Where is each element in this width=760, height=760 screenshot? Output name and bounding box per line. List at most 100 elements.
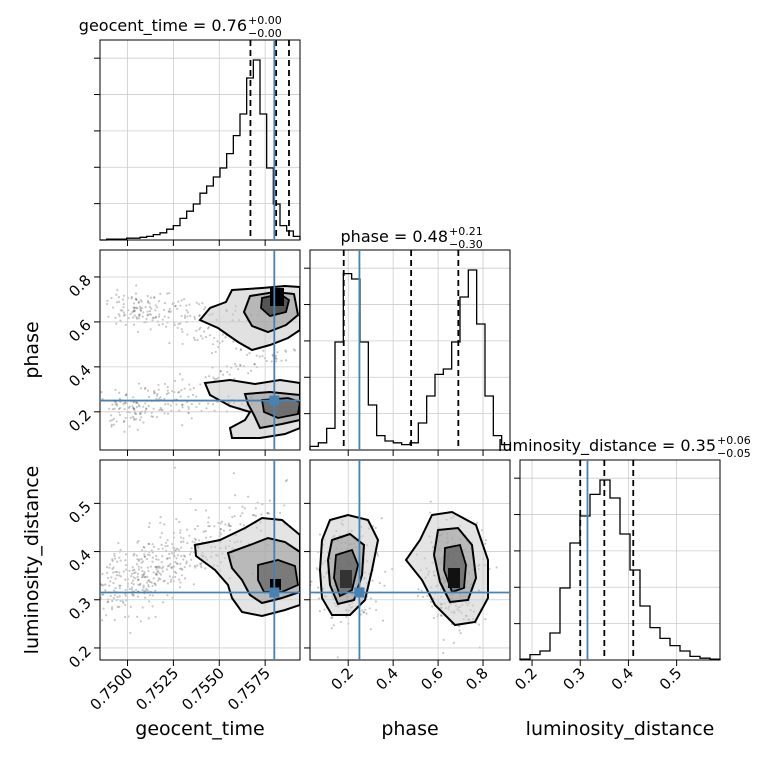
sample-point [213, 336, 216, 340]
sample-point [365, 612, 368, 615]
sample-point [147, 395, 151, 398]
sample-point [115, 420, 118, 423]
sample-point [163, 397, 166, 401]
sample-point [151, 319, 154, 322]
sample-point [168, 292, 171, 295]
sample-point [374, 600, 378, 603]
sample-point [174, 549, 177, 552]
sample-point [117, 605, 121, 608]
sample-point [167, 391, 170, 395]
sample-point [111, 403, 114, 406]
sample-point [262, 349, 265, 352]
sample-point [179, 540, 183, 544]
sample-point [166, 292, 169, 295]
sample-point [261, 355, 264, 358]
sample-point [148, 309, 152, 313]
sample-point [146, 313, 149, 316]
sample-point [115, 574, 119, 577]
sample-point [166, 538, 169, 542]
sample-point [100, 584, 103, 587]
sample-point [153, 582, 157, 585]
sample-point [125, 393, 128, 396]
sample-point [117, 313, 120, 316]
sample-point [245, 353, 249, 356]
sample-point [204, 306, 207, 309]
sample-point [442, 652, 445, 655]
sample-point [151, 560, 154, 563]
sample-point [157, 566, 160, 569]
sample-point [181, 330, 184, 333]
sample-point [122, 314, 126, 317]
sample-point [440, 614, 443, 617]
sample-point [200, 562, 203, 565]
sample-point [429, 500, 432, 503]
sample-point [156, 392, 159, 396]
sample-point [168, 564, 171, 567]
sample-point [132, 302, 135, 305]
sample-point [141, 549, 144, 552]
panel-frame [99, 39, 301, 241]
sample-point [227, 524, 230, 527]
sample-point [134, 577, 137, 580]
sample-point [178, 578, 181, 581]
sample-point [147, 525, 151, 529]
sample-point [166, 403, 170, 406]
sample-point [171, 390, 174, 393]
title-geocent-time-plus: +0.00 [248, 14, 282, 27]
sample-point [132, 310, 135, 313]
sample-point [136, 428, 139, 431]
sample-point [317, 597, 321, 600]
sample-point [147, 617, 150, 620]
sample-point [118, 571, 121, 574]
sample-point [130, 572, 133, 575]
sample-point [182, 298, 186, 301]
sample-point [136, 558, 139, 561]
sample-point [305, 597, 307, 599]
sample-point [124, 416, 127, 420]
sample-point [142, 584, 145, 587]
sample-point [144, 575, 147, 579]
sample-point [417, 588, 420, 591]
sample-point [157, 315, 161, 318]
sample-point [258, 355, 261, 358]
panel-frame [99, 249, 301, 451]
sample-point [191, 393, 195, 396]
sample-point [208, 375, 211, 378]
sample-point [112, 597, 115, 600]
sample-point [118, 595, 121, 598]
sample-point [372, 525, 375, 528]
sample-point [110, 296, 113, 300]
sample-point [164, 545, 167, 548]
sample-point [239, 514, 242, 518]
sample-point [113, 618, 116, 622]
sample-point [360, 609, 364, 612]
sample-point [180, 574, 184, 577]
sample-point [112, 306, 115, 309]
sample-point [117, 542, 120, 545]
sample-point [432, 616, 435, 619]
sample-point [142, 575, 145, 578]
sample-point [239, 348, 242, 352]
sample-point [134, 297, 137, 300]
x-tick-label: 0.8 [462, 664, 492, 694]
sample-point [133, 307, 136, 310]
sample-point [442, 638, 445, 642]
sample-point [157, 577, 160, 580]
sample-point [138, 313, 141, 316]
sample-point [168, 342, 171, 345]
sample-point [133, 306, 136, 309]
sample-point [118, 574, 121, 577]
sample-point [159, 536, 162, 539]
sample-point [185, 560, 188, 563]
sample-point [254, 514, 258, 518]
sample-point [204, 567, 207, 570]
sample-point [201, 302, 204, 305]
sample-point [153, 582, 156, 585]
sample-point [133, 314, 136, 317]
sample-point [132, 576, 135, 579]
sample-point [119, 599, 122, 602]
sample-point [193, 315, 196, 318]
sample-point [194, 538, 197, 542]
sample-point [224, 336, 227, 339]
sample-point [153, 391, 156, 394]
